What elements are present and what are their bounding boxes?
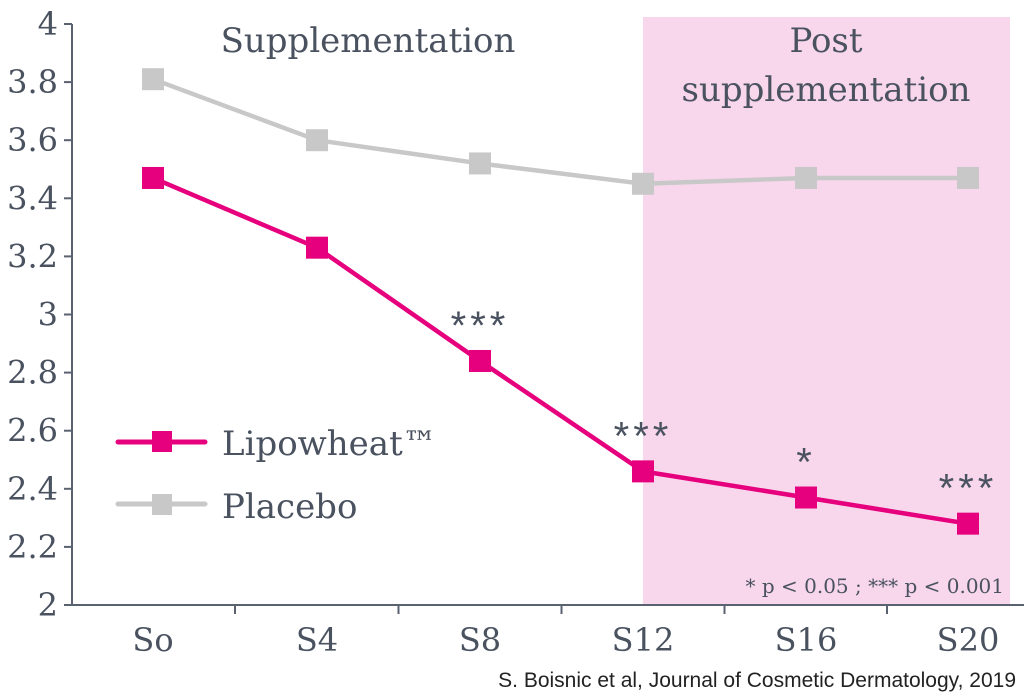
source-citation: S. Boisnic et al, Journal of Cosmetic De… xyxy=(498,669,1016,692)
data-point-placebo xyxy=(795,166,817,189)
y-tick-label: 4 xyxy=(38,5,58,43)
y-tick-label: 2.4 xyxy=(7,470,58,508)
region-label-post-line1: Post xyxy=(789,21,862,61)
series-line-placebo xyxy=(152,77,968,187)
data-point-lipowheat xyxy=(632,460,654,483)
x-tick-label: S8 xyxy=(459,621,501,659)
data-point-lipowheat xyxy=(306,236,328,259)
significance-marker: *** xyxy=(451,304,510,348)
data-point-lipowheat xyxy=(957,512,979,535)
data-point-lipowheat xyxy=(795,486,817,509)
y-axis: 2 2.2 2.4 2.6 2.8 3 3.2 3.4 3.6 3.8 4 xyxy=(7,5,73,624)
data-point-placebo xyxy=(142,68,164,91)
y-tick-label: 3.4 xyxy=(7,179,58,217)
significance-marker: * xyxy=(796,441,816,485)
data-point-lipowheat xyxy=(469,349,491,372)
data-point-placebo xyxy=(957,166,979,189)
y-tick-label: 3.6 xyxy=(7,121,58,159)
legend: Lipowheat™ Placebo xyxy=(115,424,437,527)
region-label-supplementation: Supplementation xyxy=(221,21,516,61)
y-tick-label: 3.2 xyxy=(7,237,58,275)
y-tick-label: 3.8 xyxy=(7,63,58,101)
y-tick-label: 3 xyxy=(38,296,58,334)
legend-label-placebo: Placebo xyxy=(222,487,357,527)
series-layer xyxy=(142,68,979,535)
region-label-post-line2: supplementation xyxy=(682,70,971,110)
x-axis: So S4 S8 S12 S16 S20 xyxy=(72,604,1024,659)
y-tick-label: 2.2 xyxy=(7,528,58,566)
y-tick-label: 2.8 xyxy=(7,354,58,392)
significance-marker: *** xyxy=(614,414,673,458)
y-tick-label: 2.6 xyxy=(7,412,58,450)
legend-marker-placebo xyxy=(152,494,172,515)
legend-marker-lipowheat xyxy=(152,431,172,452)
x-tick-label: S16 xyxy=(775,621,838,659)
x-tick-label: S12 xyxy=(612,621,675,659)
post-supplementation-region xyxy=(643,17,1010,605)
x-tick-label: So xyxy=(132,621,173,659)
series-line-lipowheat xyxy=(152,175,969,526)
x-tick-label: S20 xyxy=(937,621,1000,659)
significance-footnote: * p < 0.05 ; *** p < 0.001 xyxy=(745,574,1004,598)
data-point-placebo xyxy=(632,172,654,195)
x-tick-label: S4 xyxy=(296,621,338,659)
legend-label-lipowheat: Lipowheat™ xyxy=(222,424,437,464)
data-point-placebo xyxy=(306,129,328,152)
data-point-placebo xyxy=(469,152,491,175)
legend-item-lipowheat: Lipowheat™ xyxy=(115,424,437,464)
y-tick-label: 2 xyxy=(38,586,58,624)
legend-item-placebo: Placebo xyxy=(115,487,357,527)
significance-marker: *** xyxy=(939,467,998,511)
significance-markers: ********** xyxy=(451,304,998,511)
data-point-lipowheat xyxy=(142,166,164,189)
